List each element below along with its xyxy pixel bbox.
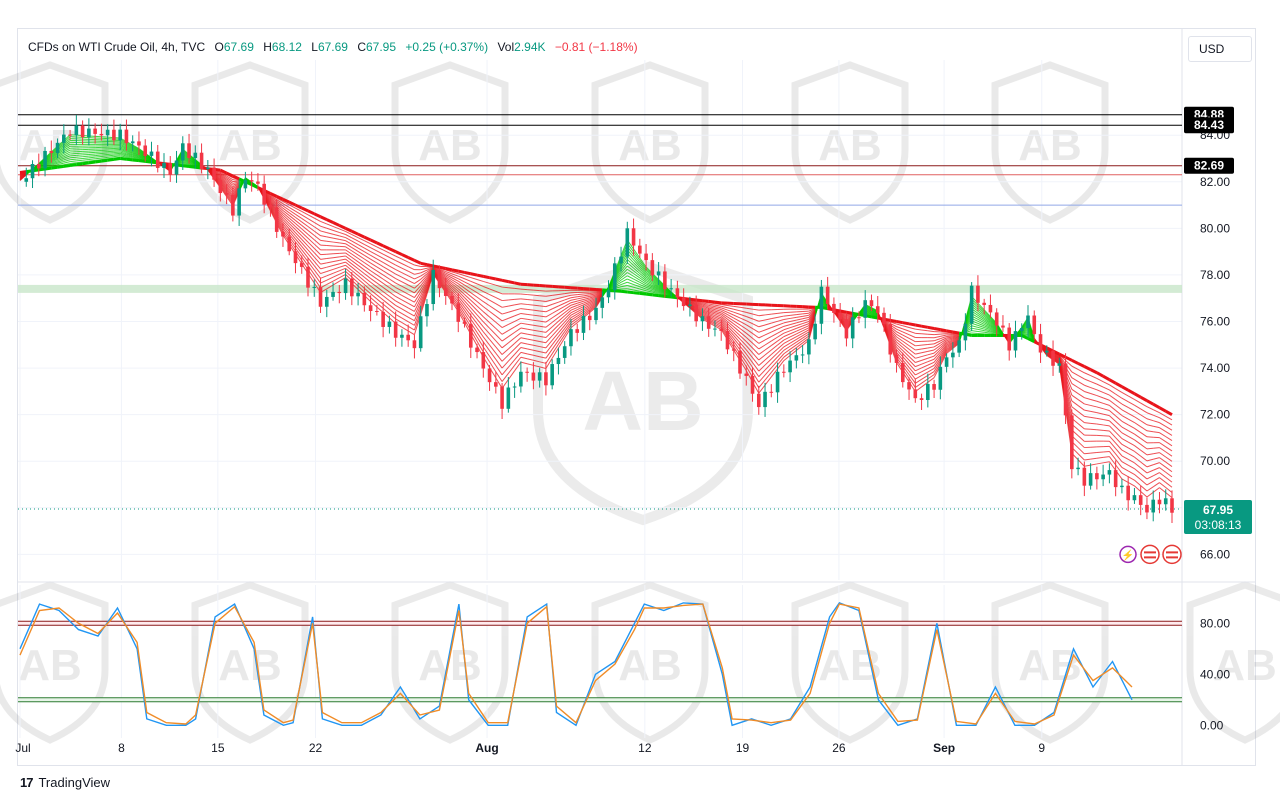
open-value: 67.69 [223, 40, 254, 54]
chart-frame [17, 28, 1256, 766]
open-label: O [214, 40, 224, 54]
close-label: C [357, 40, 366, 54]
vol-value: 2.94K [514, 40, 546, 54]
tradingview-icon: 17 [20, 775, 34, 790]
tradingview-logo[interactable]: 17 TradingView [20, 775, 110, 790]
change-value: +0.25 (+0.37%) [405, 40, 489, 54]
currency-selector[interactable]: USD [1188, 36, 1252, 62]
high-value: 68.12 [271, 40, 302, 54]
high-label: H [263, 40, 272, 54]
low-value: 67.69 [317, 40, 348, 54]
currency-label: USD [1199, 42, 1225, 56]
low-label: L [311, 40, 318, 54]
symbol-legend: CFDs on WTI Crude Oil, 4h, TVC O67.69 H6… [28, 40, 644, 54]
vol-label: Vol [497, 40, 515, 54]
close-value: 67.95 [366, 40, 397, 54]
symbol-name[interactable]: CFDs on WTI Crude Oil, 4h, TVC [28, 40, 206, 54]
vol-change-value: −0.81 (−1.18%) [554, 40, 638, 54]
tradingview-label: TradingView [38, 775, 111, 790]
